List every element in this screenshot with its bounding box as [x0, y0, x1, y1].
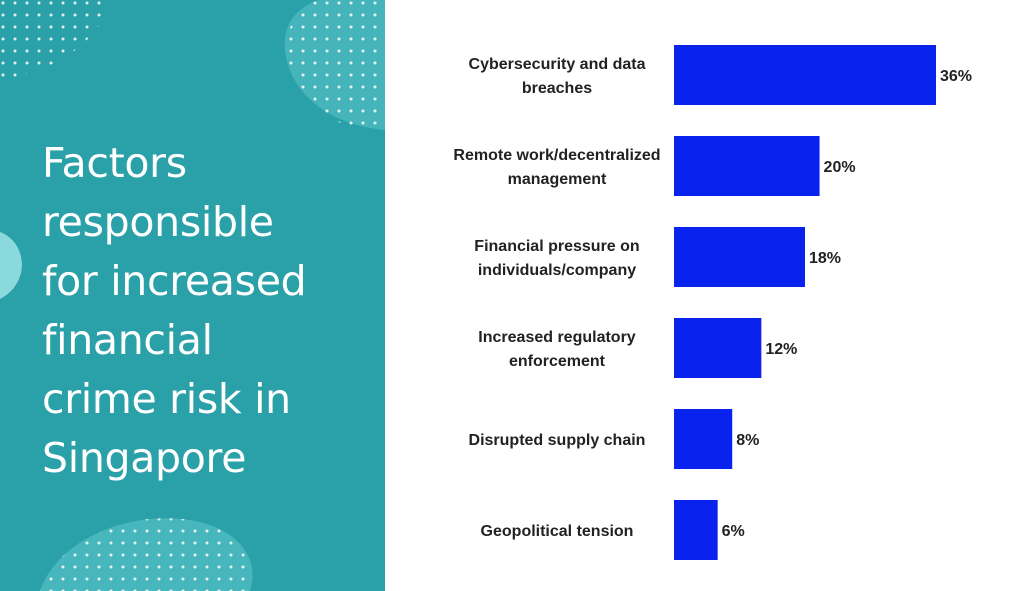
- category-label-line: breaches: [522, 80, 592, 97]
- value-label: 8%: [736, 432, 759, 449]
- slide-title: Factors responsible for increased financial…: [42, 134, 372, 488]
- bar-4: [674, 409, 733, 469]
- category-label-line: Cybersecurity and data: [469, 56, 646, 73]
- category-label-line: management: [508, 171, 607, 188]
- bars-layer: 36% Cybersecurity and data breaches 20% Remo…: [453, 45, 972, 560]
- bar-0: [674, 45, 936, 105]
- bar-chart: 36% Cybersecurity and data breaches 20% Remo…: [453, 45, 972, 560]
- category-label-line: individuals/company: [478, 262, 636, 279]
- title-line: Factors: [42, 139, 187, 187]
- value-label: 36%: [940, 68, 972, 85]
- title-line: for increased: [42, 257, 307, 305]
- category-label: Disrupted supply chain: [469, 432, 646, 449]
- blob-left-edge: [0, 232, 22, 299]
- blob-top-right: [284, 0, 385, 135]
- bar-1: [674, 136, 820, 196]
- category-label-line: Geopolitical tension: [481, 523, 634, 540]
- category-label-line: Financial pressure on: [474, 238, 639, 255]
- title-panel: Factors responsible for increased financial…: [0, 0, 385, 591]
- bar-2: [674, 227, 805, 287]
- blob-bottom: [40, 518, 253, 591]
- bar-5: [674, 500, 718, 560]
- decorative-pattern: [0, 0, 385, 591]
- value-label: 18%: [809, 250, 841, 267]
- category-label-line: Remote work/decentralized: [453, 147, 660, 164]
- category-label-line: Increased regulatory: [478, 329, 636, 346]
- title-line: crime risk in: [42, 375, 291, 423]
- category-label: Financial pressure on individuals/company: [474, 238, 639, 279]
- title-line: Singapore: [42, 434, 247, 482]
- category-label: Geopolitical tension: [481, 523, 634, 540]
- value-label: 12%: [765, 341, 797, 358]
- dot-cluster-top-left: [0, 0, 110, 80]
- bar-3: [674, 318, 762, 378]
- category-label: Cybersecurity and data breaches: [469, 56, 646, 97]
- value-label: 6%: [722, 523, 745, 540]
- title-line: financial: [42, 316, 213, 364]
- category-label: Increased regulatory enforcement: [478, 329, 636, 370]
- category-label: Remote work/decentralized management: [453, 147, 660, 188]
- category-label-line: Disrupted supply chain: [469, 432, 646, 449]
- category-label-line: enforcement: [509, 353, 606, 370]
- value-label: 20%: [824, 159, 856, 176]
- title-line: responsible: [42, 198, 274, 246]
